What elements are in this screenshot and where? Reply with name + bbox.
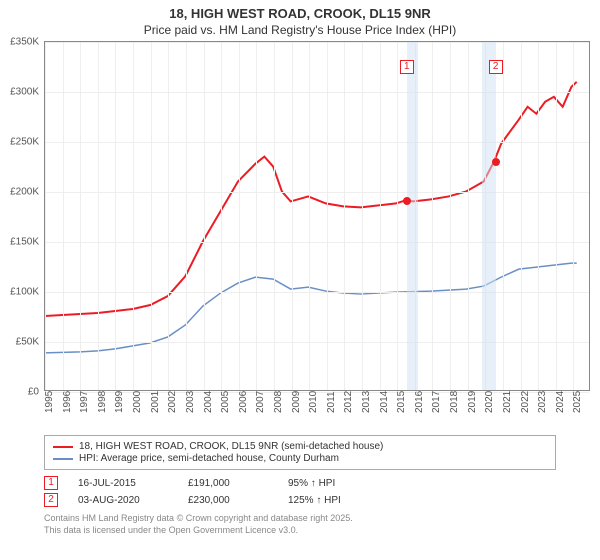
- sale-date: 03-AUG-2020: [78, 495, 188, 506]
- sale-point-dot: [403, 197, 411, 205]
- x-tick-label: 2001: [150, 391, 161, 413]
- x-tick-label: 2015: [396, 391, 407, 413]
- y-tick-label: £350K: [10, 37, 39, 48]
- x-tick-label: 1995: [44, 391, 55, 413]
- x-tick-label: 2012: [343, 391, 354, 413]
- sale-row: 1 16-JUL-2015£191,00095% ↑ HPI: [44, 476, 556, 490]
- x-tick-label: 2025: [572, 391, 583, 413]
- series-price_paid: [45, 82, 577, 316]
- legend: 18, HIGH WEST ROAD, CROOK, DL15 9NR (sem…: [44, 435, 556, 470]
- footer-line2: This data is licensed under the Open Gov…: [44, 525, 556, 537]
- legend-label: 18, HIGH WEST ROAD, CROOK, DL15 9NR (sem…: [79, 441, 383, 452]
- x-tick-label: 2013: [361, 391, 372, 413]
- sale-point-dot: [492, 158, 500, 166]
- chart-svg: [45, 42, 589, 391]
- x-tick-label: 2011: [326, 391, 337, 413]
- sales-table: 1 16-JUL-2015£191,00095% ↑ HPI 2 03-AUG-202…: [44, 476, 556, 507]
- x-tick-label: 2014: [379, 391, 390, 413]
- x-tick-label: 2017: [431, 391, 442, 413]
- y-tick-label: £0: [28, 387, 39, 398]
- x-tick-label: 2008: [273, 391, 284, 413]
- y-tick-label: £100K: [10, 287, 39, 298]
- x-tick-label: 2003: [185, 391, 196, 413]
- x-tick-label: 2004: [203, 391, 214, 413]
- sale-date: 16-JUL-2015: [78, 478, 188, 489]
- sale-price: £230,000: [188, 495, 288, 506]
- sale-number-badge: 1: [44, 476, 58, 490]
- x-tick-label: 2002: [167, 391, 178, 413]
- x-tick-label: 2007: [255, 391, 266, 413]
- chart-area: £0£50K£100K£150K£200K£250K£300K£350K 12: [44, 41, 590, 391]
- y-tick-label: £150K: [10, 237, 39, 248]
- sale-row: 2 03-AUG-2020£230,000125% ↑ HPI: [44, 493, 556, 507]
- footer-line1: Contains HM Land Registry data © Crown c…: [44, 513, 556, 525]
- x-tick-label: 2022: [520, 391, 531, 413]
- legend-item: HPI: Average price, semi-detached house,…: [53, 453, 547, 464]
- x-tick-label: 2018: [449, 391, 460, 413]
- sale-price: £191,000: [188, 478, 288, 489]
- x-tick-label: 1999: [114, 391, 125, 413]
- legend-item: 18, HIGH WEST ROAD, CROOK, DL15 9NR (sem…: [53, 441, 547, 452]
- legend-swatch: [53, 458, 73, 460]
- y-tick-label: £50K: [16, 337, 39, 348]
- x-tick-label: 2005: [220, 391, 231, 413]
- x-tick-label: 2023: [537, 391, 548, 413]
- x-tick-label: 2009: [291, 391, 302, 413]
- x-tick-label: 2019: [467, 391, 478, 413]
- x-tick-label: 2024: [555, 391, 566, 413]
- highlight-band: [482, 42, 496, 390]
- title-address: 18, HIGH WEST ROAD, CROOK, DL15 9NR: [0, 6, 600, 21]
- x-tick-label: 2021: [502, 391, 513, 413]
- title-subtitle: Price paid vs. HM Land Registry's House …: [0, 23, 600, 37]
- x-tick-label: 1997: [79, 391, 90, 413]
- chart-container: 18, HIGH WEST ROAD, CROOK, DL15 9NR Pric…: [0, 0, 600, 560]
- legend-label: HPI: Average price, semi-detached house,…: [79, 453, 339, 464]
- x-tick-label: 2010: [308, 391, 319, 413]
- y-axis: £0£50K£100K£150K£200K£250K£300K£350K: [1, 42, 43, 390]
- y-tick-label: £250K: [10, 137, 39, 148]
- sale-number-badge: 2: [44, 493, 58, 507]
- x-tick-label: 2000: [132, 391, 143, 413]
- y-tick-label: £300K: [10, 87, 39, 98]
- sale-marker: 1: [400, 60, 414, 74]
- x-tick-label: 1996: [62, 391, 73, 413]
- highlight-band: [407, 42, 419, 390]
- sale-hpi: 95% ↑ HPI: [288, 478, 388, 489]
- x-tick-label: 2006: [238, 391, 249, 413]
- x-tick-label: 2020: [484, 391, 495, 413]
- footer: Contains HM Land Registry data © Crown c…: [44, 513, 556, 536]
- y-tick-label: £200K: [10, 187, 39, 198]
- series-hpi: [45, 263, 577, 353]
- x-tick-label: 2016: [414, 391, 425, 413]
- title-block: 18, HIGH WEST ROAD, CROOK, DL15 9NR Pric…: [0, 0, 600, 41]
- x-tick-label: 1998: [97, 391, 108, 413]
- sale-marker: 2: [489, 60, 503, 74]
- sale-hpi: 125% ↑ HPI: [288, 495, 388, 506]
- x-axis: 1995 1996 1997 1998 1999 2000 2001 2002 2003 2004…: [44, 391, 590, 431]
- legend-swatch: [53, 446, 73, 448]
